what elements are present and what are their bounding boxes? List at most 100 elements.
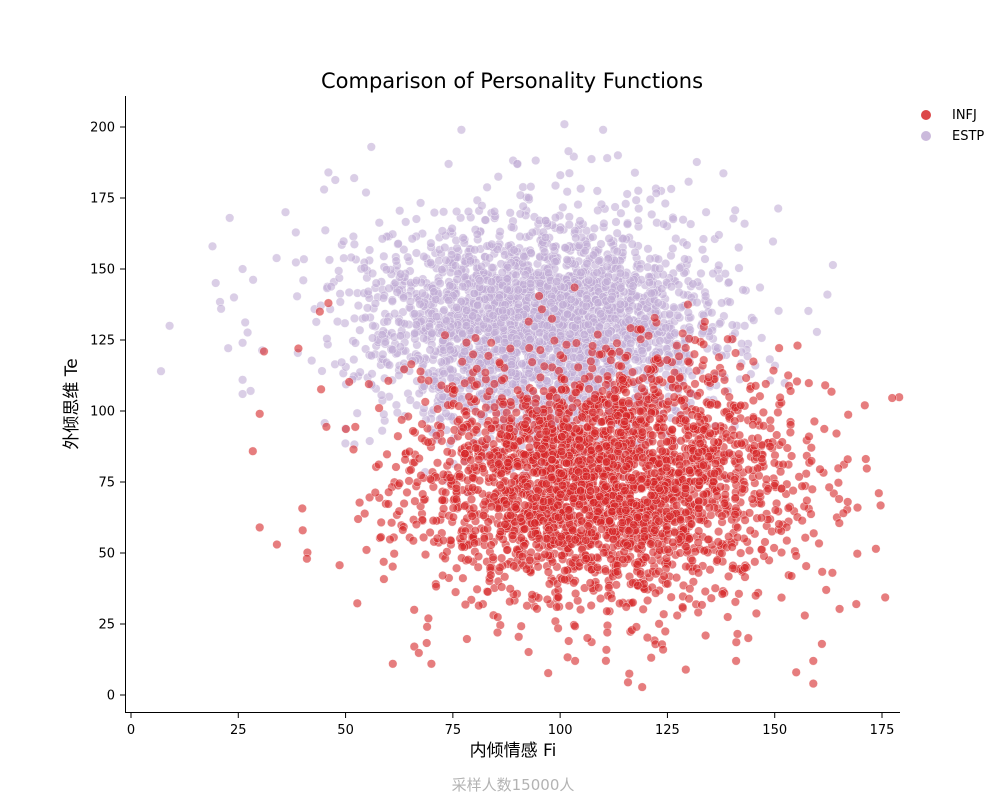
point-estp [509, 245, 519, 255]
point-estp [583, 319, 593, 329]
point-estp [715, 319, 725, 329]
point-estp [440, 242, 450, 253]
point-infj [488, 473, 498, 483]
point-infj [374, 460, 384, 470]
point-estp [610, 202, 620, 212]
point-estp [475, 276, 485, 286]
point-estp [458, 233, 468, 243]
point-infj [383, 376, 393, 386]
point-infj [681, 665, 691, 675]
point-estp [630, 355, 640, 365]
point-estp [593, 298, 603, 308]
point-estp [740, 321, 750, 331]
point-estp [487, 277, 497, 287]
point-estp [660, 198, 670, 209]
point-estp [722, 343, 733, 354]
point-estp [307, 356, 317, 366]
point-infj [806, 443, 816, 453]
point-estp [562, 187, 572, 197]
point-infj [573, 362, 583, 372]
point-infj [438, 570, 448, 581]
point-estp [380, 337, 390, 347]
point-infj [422, 638, 432, 648]
point-infj [636, 334, 646, 344]
point-infj [350, 422, 360, 432]
point-infj [794, 472, 804, 482]
point-estp [515, 231, 525, 242]
point-infj [800, 533, 810, 543]
point-infj [461, 338, 472, 348]
point-estp [344, 287, 354, 297]
point-estp [540, 216, 551, 226]
point-infj [497, 582, 507, 592]
point-estp [563, 146, 574, 156]
point-estp [439, 305, 449, 315]
point-infj [470, 526, 480, 536]
point-estp [335, 297, 345, 307]
point-estp [377, 426, 387, 436]
point-estp [513, 285, 523, 295]
point-infj [751, 608, 761, 618]
point-infj [516, 621, 526, 631]
point-estp [573, 200, 583, 210]
point-infj [833, 478, 843, 488]
point-infj [624, 669, 634, 679]
point-estp [645, 194, 655, 205]
point-infj [711, 421, 721, 431]
point-estp [367, 268, 378, 278]
point-estp [416, 198, 426, 208]
point-infj [760, 537, 770, 547]
point-infj [571, 338, 581, 348]
point-estp [643, 244, 653, 254]
point-estp [564, 220, 574, 230]
point-estp [374, 218, 384, 228]
point-infj [745, 525, 755, 536]
point-estp [592, 186, 602, 196]
point-infj [593, 374, 603, 384]
point-estp [599, 218, 609, 229]
point-estp [207, 241, 218, 251]
point-estp [401, 217, 411, 227]
point-infj [744, 545, 755, 556]
point-estp [429, 287, 439, 297]
point-infj [416, 366, 426, 376]
point-infj [871, 544, 881, 554]
point-estp [564, 168, 574, 178]
point-estp [494, 293, 504, 303]
point-estp [461, 321, 472, 331]
point-infj [527, 357, 537, 367]
point-estp [388, 345, 398, 355]
point-infj [736, 548, 746, 558]
point-estp [243, 327, 253, 338]
point-estp [655, 264, 665, 274]
point-estp [445, 281, 455, 291]
point-estp [352, 408, 362, 418]
point-estp [555, 170, 565, 180]
point-estp [362, 303, 373, 313]
point-estp [768, 236, 778, 247]
point-estp [339, 236, 349, 246]
point-estp [326, 282, 336, 292]
point-estp [627, 239, 637, 249]
point-infj [511, 407, 521, 418]
point-estp [518, 201, 528, 211]
point-estp [633, 186, 643, 196]
point-estp [525, 335, 535, 345]
point-estp [447, 223, 457, 234]
point-estp [812, 327, 822, 337]
point-estp [593, 205, 603, 215]
point-estp [573, 315, 583, 325]
point-estp [646, 288, 656, 298]
point-estp [668, 243, 678, 254]
point-estp [426, 238, 436, 248]
point-estp [360, 313, 370, 323]
point-estp [644, 277, 654, 288]
point-estp [555, 225, 565, 235]
point-estp [524, 368, 534, 379]
point-estp [298, 275, 308, 285]
point-estp [592, 268, 602, 278]
point-estp [387, 296, 397, 306]
point-estp [588, 232, 598, 242]
point-estp [411, 248, 421, 258]
